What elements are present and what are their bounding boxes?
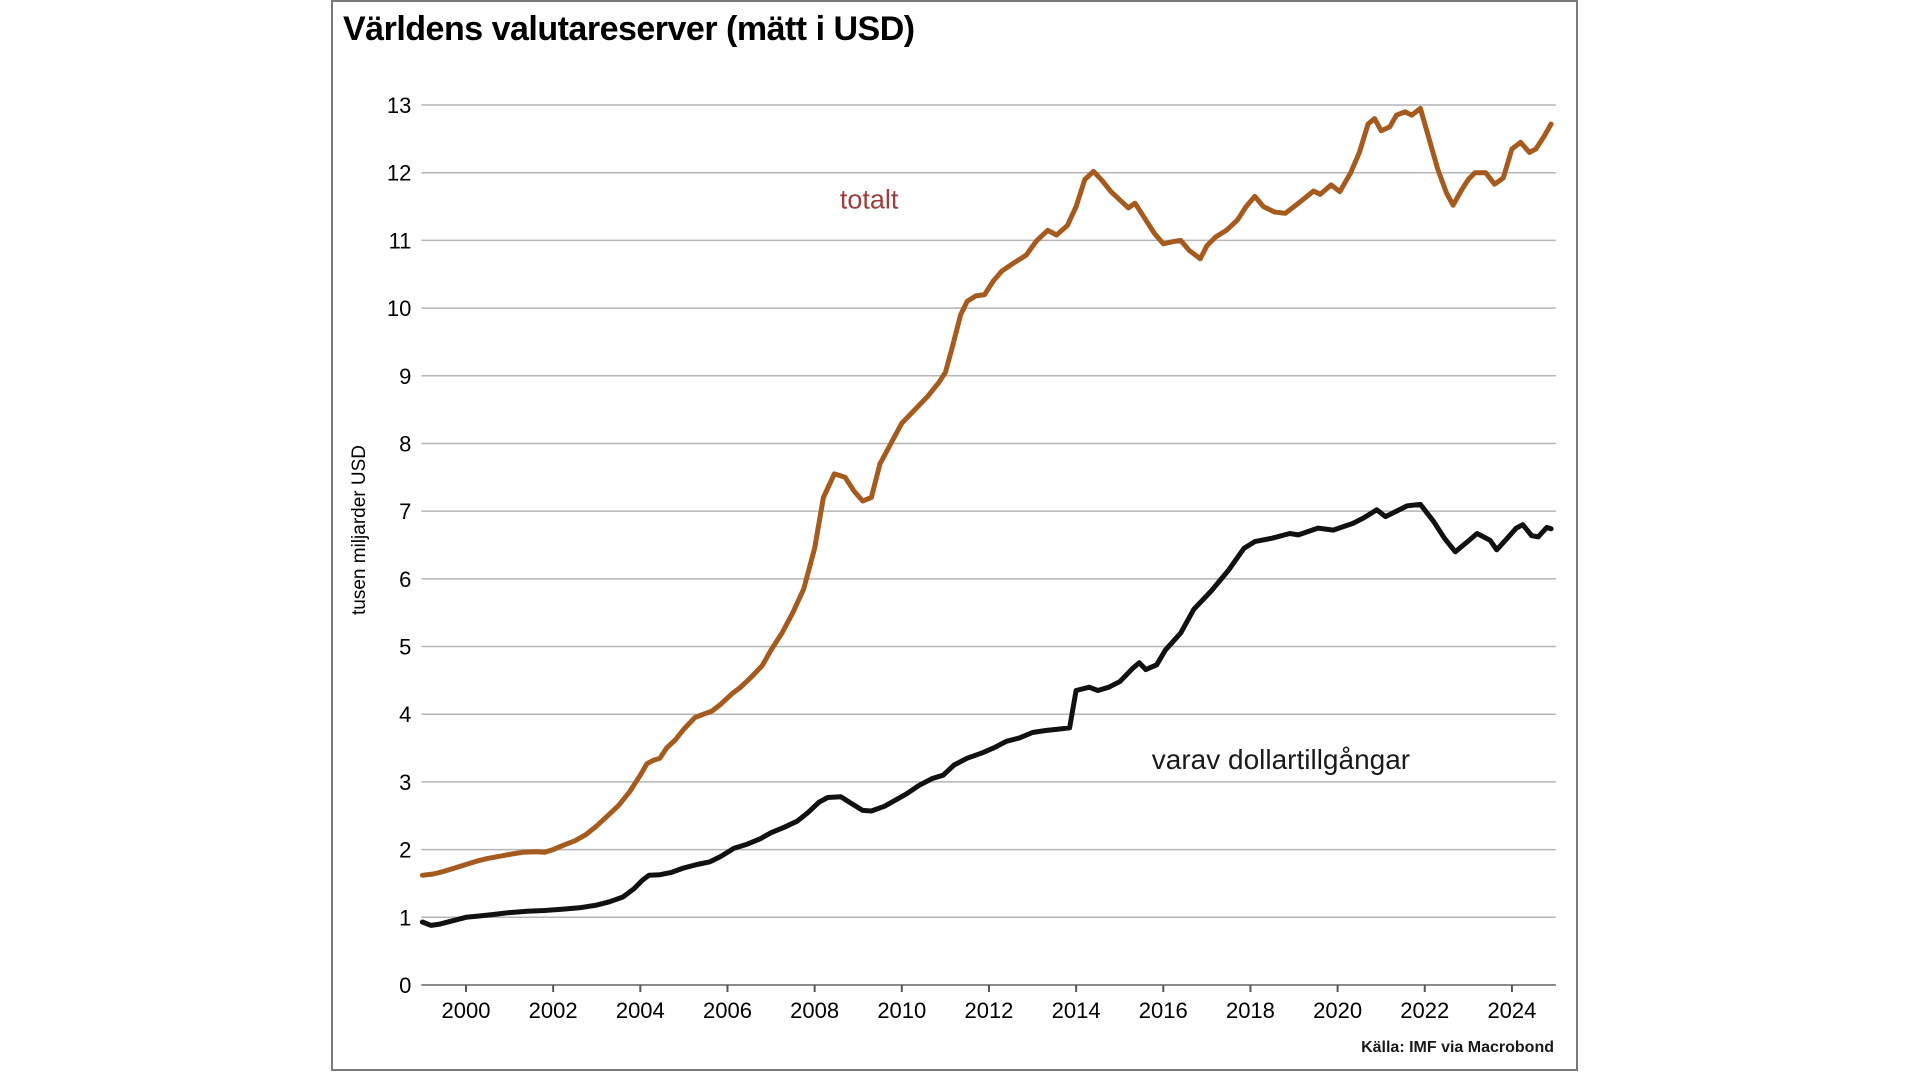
svg-text:2024: 2024 [1487, 998, 1536, 1023]
svg-text:2: 2 [399, 838, 411, 863]
svg-text:6: 6 [399, 567, 411, 592]
svg-text:2010: 2010 [877, 998, 926, 1023]
chart-card: 0 1 2 3 4 5 6 7 8 9 10 11 12 13 2000 2002 2004 2006 2008 20… [331, 0, 1578, 1071]
svg-text:2014: 2014 [1052, 998, 1101, 1023]
svg-text:3: 3 [399, 770, 411, 795]
svg-text:12: 12 [387, 161, 411, 186]
svg-text:7: 7 [399, 499, 411, 524]
svg-text:2020: 2020 [1313, 998, 1362, 1023]
svg-text:2008: 2008 [790, 998, 839, 1023]
svg-text:5: 5 [399, 635, 411, 660]
chart-title: Världens valutareserver (mätt i USD) [343, 10, 915, 48]
source-note: Källa: IMF via Macrobond [1361, 1039, 1554, 1056]
svg-text:2004: 2004 [616, 998, 665, 1023]
svg-text:11: 11 [389, 228, 412, 253]
svg-text:0: 0 [399, 973, 411, 998]
svg-text:2012: 2012 [964, 998, 1013, 1023]
series-label-dollar-assets: varav dollartillgångar [1151, 743, 1411, 775]
svg-text:1: 1 [399, 905, 411, 930]
svg-text:2006: 2006 [703, 998, 752, 1023]
svg-text:8: 8 [399, 431, 411, 456]
svg-text:2022: 2022 [1400, 998, 1449, 1023]
series-label-totalt: totalt [839, 184, 899, 215]
svg-text:13: 13 [387, 93, 411, 118]
y-axis-title: tusen miljarder USD [349, 445, 370, 615]
svg-text:2002: 2002 [529, 998, 578, 1023]
svg-text:4: 4 [399, 702, 411, 727]
svg-text:2018: 2018 [1226, 998, 1275, 1023]
svg-text:9: 9 [399, 364, 411, 389]
svg-text:2000: 2000 [442, 998, 491, 1023]
svg-text:10: 10 [387, 296, 411, 321]
svg-text:2016: 2016 [1139, 998, 1188, 1023]
